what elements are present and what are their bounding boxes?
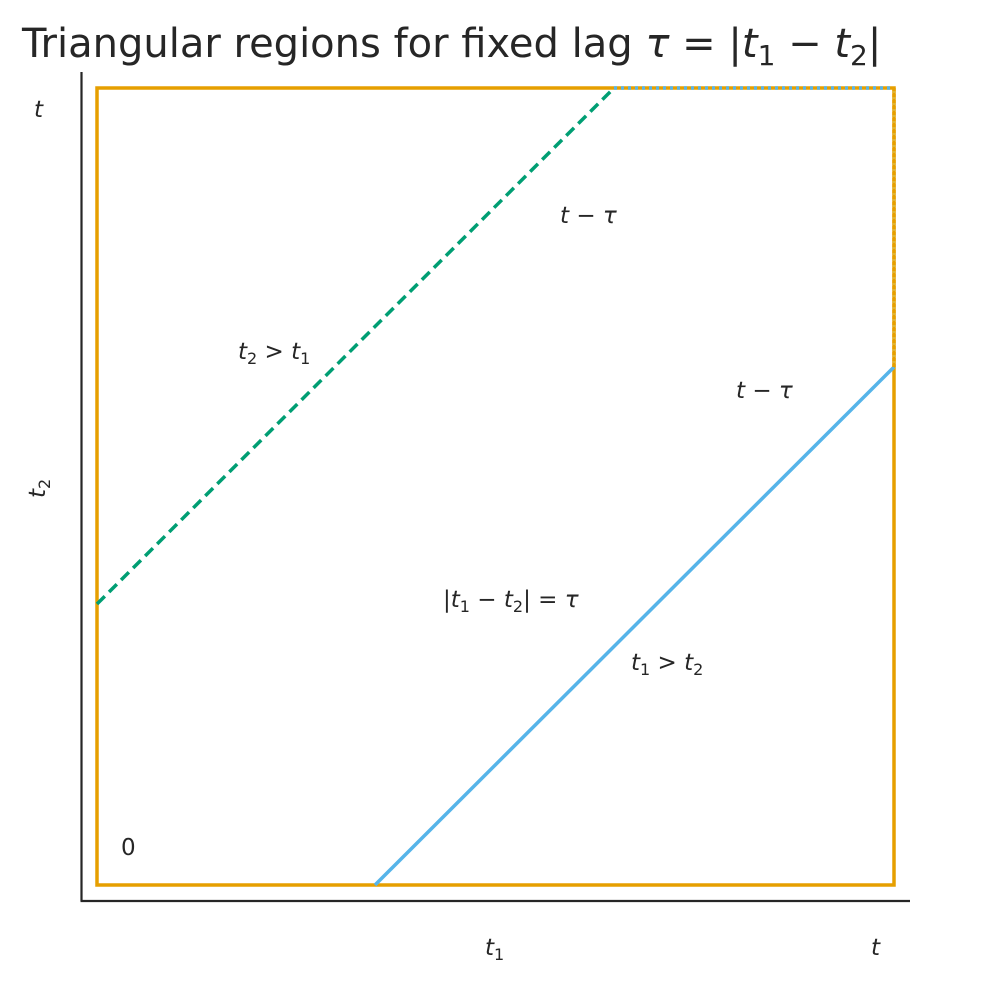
lower-region-label: t1 > t2 <box>631 650 703 679</box>
upper-segment-label: t − τ <box>560 203 617 229</box>
upper-region-label: t2 > t1 <box>238 339 310 368</box>
lag-condition-label: |t1 − t2| = τ <box>443 587 579 616</box>
title-eq: = | <box>669 21 741 67</box>
origin-label: 0 <box>121 835 136 861</box>
title-t2: t <box>834 21 851 67</box>
title-sub1: 1 <box>758 39 776 72</box>
y-max-tick: t <box>34 97 44 123</box>
title-prefix: Triangular regions for fixed lag <box>21 21 645 67</box>
title-sub2: 2 <box>850 39 868 72</box>
y-axis-label: t2 <box>25 479 54 498</box>
title-t1: t <box>742 21 759 67</box>
figure-title: Triangular regions for fixed lag τ = |t1… <box>21 21 881 72</box>
title-minus: − <box>775 21 834 67</box>
title-tau: τ <box>645 21 670 67</box>
right-segment-label: t − τ <box>736 378 793 404</box>
x-axis-label: t1 <box>485 935 504 964</box>
domain-square <box>95 86 896 887</box>
x-max-tick: t <box>871 935 881 961</box>
title-bar: | <box>868 21 881 67</box>
lower-diagonal-line <box>373 365 896 887</box>
upper-diagonal-line <box>95 86 616 606</box>
